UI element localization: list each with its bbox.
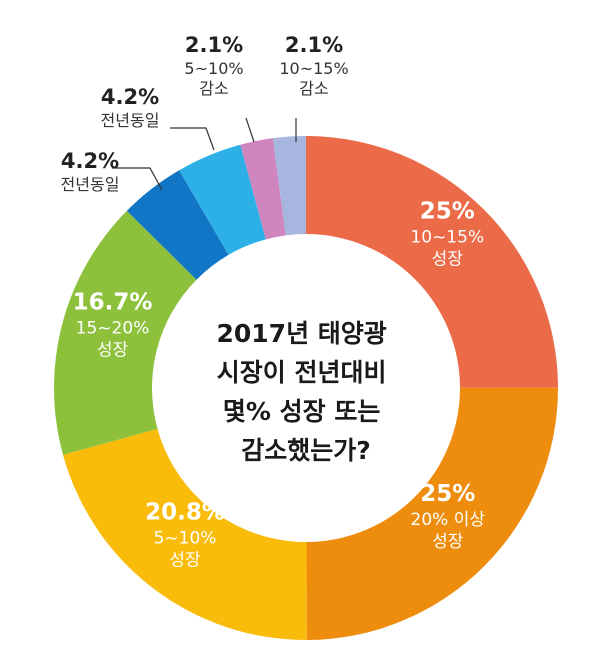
- slice-1-label-line-1: 10~15%: [410, 227, 484, 247]
- slice-8: [272, 136, 306, 236]
- center-line-4: 감소했는가?: [241, 436, 371, 465]
- slice-3-percent: 20.8%: [145, 499, 225, 525]
- slice-7-label-line-1: 5~10%: [184, 59, 243, 78]
- slice-5-label-line-1: 전년동일: [61, 175, 120, 194]
- center-line-2: 시장이 전년대비: [217, 358, 387, 387]
- slice-7-label-line-2: 감소: [199, 79, 228, 98]
- slice-3: [63, 428, 307, 640]
- slice-4-label-line-2: 성장: [97, 340, 129, 360]
- slice-6-percent: 4.2%: [101, 85, 159, 109]
- slice-7: [240, 138, 286, 240]
- slice-3-label-line-1: 5~10%: [154, 528, 217, 548]
- slice-2-label-line-2: 성장: [432, 532, 464, 552]
- leader-line-6: [170, 127, 215, 151]
- center-question: 2017년 태양광 시장이 전년대비 몇% 성장 또는 감소했는가?: [216, 319, 395, 465]
- leader-line-5: [112, 167, 163, 191]
- slice-8-label-line-1: 10~15%: [279, 59, 348, 78]
- slice-2-label-line-1: 20% 이상: [411, 510, 486, 530]
- slice-8-label-line-2: 감소: [299, 79, 328, 98]
- slice-5-percent: 4.2%: [61, 149, 119, 173]
- slice-4: [53, 210, 197, 455]
- leader-lines: [112, 117, 297, 191]
- slice-5: [126, 170, 229, 280]
- slice-6: [179, 144, 266, 255]
- slice-1-percent: 25%: [420, 198, 475, 224]
- slice-1: [306, 136, 558, 388]
- leader-line-7: [245, 117, 255, 143]
- slice-6-label-line-1: 전년동일: [101, 111, 160, 130]
- center-line-3: 몇% 성장 또는: [223, 397, 380, 426]
- slice-3-label-line-2: 성장: [169, 550, 201, 570]
- slice-4-label-line-1: 15~20%: [76, 318, 150, 338]
- slice-2: [306, 387, 558, 640]
- slice-7-percent: 2.1%: [185, 33, 243, 57]
- slice-2-percent: 25%: [420, 481, 475, 507]
- slice-4-percent: 16.7%: [73, 289, 153, 315]
- slices-layer: [53, 136, 558, 640]
- slice-1-label-line-2: 성장: [432, 249, 464, 269]
- slice-8-percent: 2.1%: [285, 33, 343, 57]
- center-line-1: 2017년 태양광: [216, 319, 386, 348]
